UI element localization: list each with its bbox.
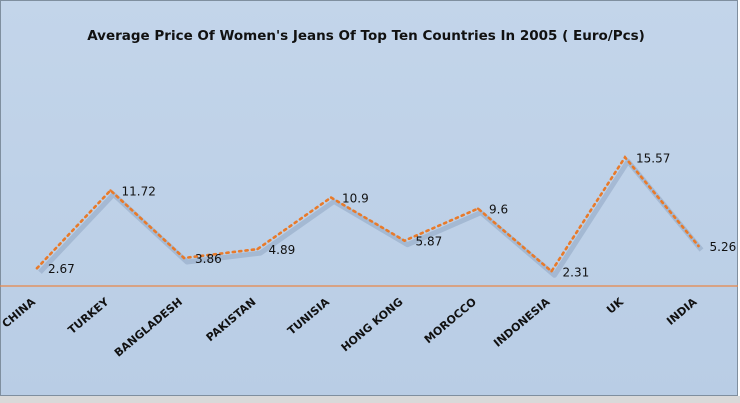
data-label-indonesia: 2.31 xyxy=(563,265,590,279)
data-point-indonesia xyxy=(550,270,553,273)
data-label-layer: 2.67 11.72 3.86 4.89 10.9 5.87 9.6 2.31 15.57 5.2… xyxy=(48,151,736,279)
data-point-bangladesh xyxy=(182,256,186,260)
x-tick-label-turkey: TURKEY xyxy=(66,295,113,337)
x-tick-label-india: INDIA xyxy=(664,295,700,328)
data-point-china xyxy=(35,267,39,270)
series-layer xyxy=(35,155,704,278)
data-point-morocco xyxy=(476,207,480,210)
data-point-tunisia xyxy=(329,196,333,199)
x-tick-label-morocco: MOROCCO xyxy=(422,295,479,346)
data-label-pakistan: 4.89 xyxy=(269,243,296,257)
bottom-strip xyxy=(0,396,740,403)
data-point-turkey xyxy=(109,189,112,192)
data-point-uk xyxy=(623,156,627,159)
x-tick-label-uk: UK xyxy=(604,295,626,316)
data-label-bangladesh: 3.86 xyxy=(195,252,222,266)
x-tick-label-bangladesh: BANGLADESH xyxy=(112,295,185,359)
data-point-pakistan xyxy=(256,247,259,251)
chart-title: Average Price Of Women's Jeans Of Top Te… xyxy=(87,28,645,44)
data-label-china: 2.67 xyxy=(48,262,75,276)
data-label-tunisia: 10.9 xyxy=(342,191,369,205)
x-axis-labels: CHINA TURKEY BANGLADESH PAKISTAN TUNISIA HONG… xyxy=(0,295,700,360)
data-label-india: 5.26 xyxy=(710,240,737,254)
series-line xyxy=(35,155,700,274)
data-point-india xyxy=(697,244,700,248)
x-tick-label-pakistan: PAKISTAN xyxy=(204,295,259,344)
x-tick-label-tunisia: TUNISIA xyxy=(285,295,332,338)
x-tick-label-china: CHINA xyxy=(0,295,38,330)
data-point-hong-kong xyxy=(403,239,406,242)
data-label-morocco: 9.6 xyxy=(489,203,508,217)
chart-frame xyxy=(0,0,738,396)
data-label-hong-kong: 5.87 xyxy=(416,235,443,249)
x-tick-label-indonesia: INDONESIA xyxy=(491,295,553,350)
data-label-turkey: 11.72 xyxy=(122,184,156,198)
data-label-uk: 15.57 xyxy=(636,151,670,165)
x-tick-label-hong-kong: HONG KONG xyxy=(339,295,406,354)
